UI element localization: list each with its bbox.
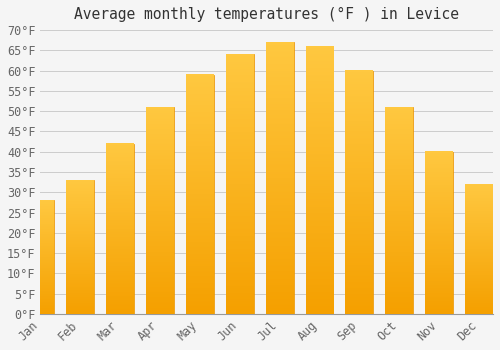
- Bar: [425, 152, 453, 314]
- Bar: [146, 107, 174, 314]
- Bar: [186, 75, 214, 314]
- Bar: [106, 144, 134, 314]
- Bar: [306, 46, 334, 314]
- Bar: [386, 107, 413, 314]
- Bar: [465, 184, 493, 314]
- Bar: [346, 71, 374, 314]
- Bar: [26, 200, 54, 314]
- Bar: [226, 54, 254, 314]
- Bar: [266, 42, 293, 314]
- Bar: [66, 180, 94, 314]
- Title: Average monthly temperatures (°F ) in Levice: Average monthly temperatures (°F ) in Le…: [74, 7, 459, 22]
